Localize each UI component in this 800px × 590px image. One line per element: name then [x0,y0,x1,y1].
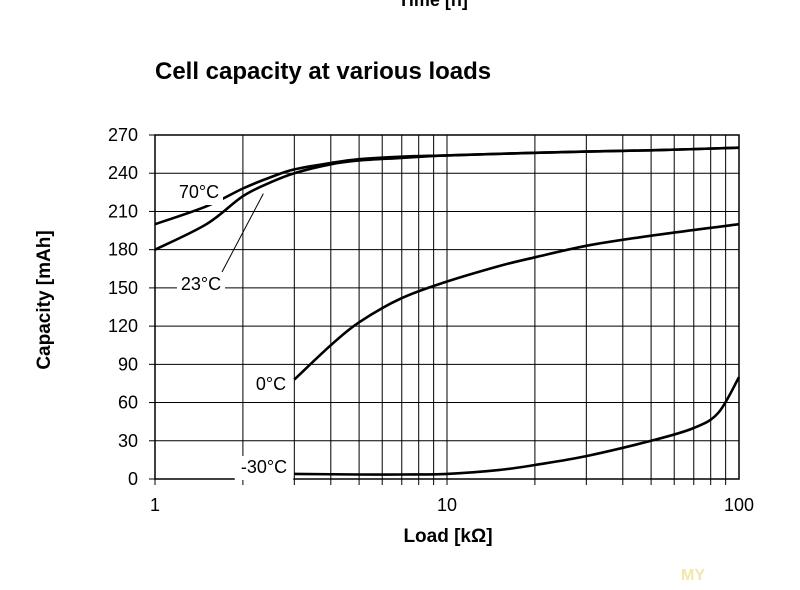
series-label-box [177,273,225,297]
series-label: -30°C [241,457,287,477]
series-label-box [234,456,294,480]
y-tick-label: 0 [128,469,138,489]
y-tick-label: 240 [108,163,138,183]
y-tick-labels: 0 30 60 90 120 150 180 210 240 270 [108,125,138,489]
y-tick-label: 210 [108,201,138,221]
series-label-box [175,181,223,205]
series-line-23c [154,146,740,251]
y-tick-label: 120 [108,316,138,336]
watermark: MY [681,567,705,584]
x-tick-labels: 1 10 100 [150,495,754,515]
series-label: 0°C [256,374,286,394]
plot-frame [154,134,740,480]
x-tick-label: 100 [724,495,754,515]
series-label: 23°C [181,274,221,294]
y-tick-label: 60 [118,393,138,413]
y-tick-label: 150 [108,278,138,298]
series-lines [154,146,741,476]
y-axis-label: Capacity [mAh] [34,230,55,369]
label-leaders [221,193,264,273]
grid [149,134,739,485]
x-tick-label: 10 [437,495,457,515]
y-tick-label: 180 [108,240,138,260]
cropped-top-text: Time [h] [398,0,468,10]
chart-title: Cell capacity at various loads [155,58,491,85]
y-tick-label: 30 [118,431,138,451]
series-label-box [252,373,290,397]
y-tick-label: 90 [118,354,138,374]
x-axis-label: Load [kΩ] [403,526,492,547]
y-tick-label: 270 [108,125,138,145]
label-leader-23c [221,193,264,273]
series-line-0c [293,222,740,381]
series-line-minus-30c [294,376,741,476]
series-labels: 70°C 23°C 0°C -30°C [175,181,294,480]
x-tick-label: 1 [150,495,160,515]
series-label: 70°C [179,182,219,202]
